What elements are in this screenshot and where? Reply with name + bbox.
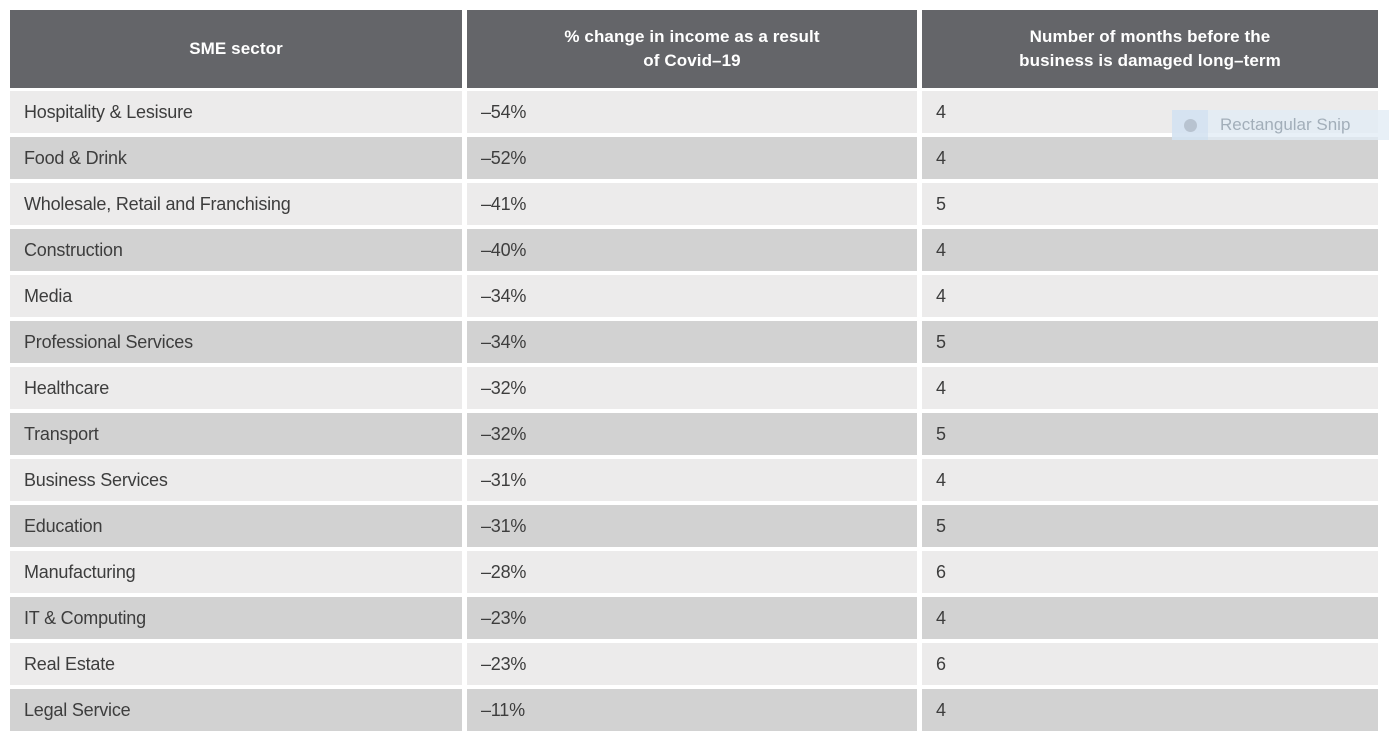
sector-cell: Business Services [10,459,462,501]
sector-cell: Construction [10,229,462,271]
sector-cell: Legal Service [10,689,462,731]
sector-cell: Media [10,275,462,317]
income-change-cell: –40% [467,229,917,271]
income-change-cell: –23% [467,597,917,639]
table-row: Manufacturing –28% 6 [10,551,1378,593]
sme-covid-impact-table: SME sector % change in income as a resul… [10,10,1378,735]
months-cell: 5 [922,505,1378,547]
sector-cell: Professional Services [10,321,462,363]
income-change-cell: –31% [467,505,917,547]
income-change-cell: –34% [467,275,917,317]
table-row: Healthcare –32% 4 [10,367,1378,409]
sector-cell: Wholesale, Retail and Franchising [10,183,462,225]
sector-cell: Manufacturing [10,551,462,593]
months-cell: 5 [922,321,1378,363]
table-row: Professional Services –34% 5 [10,321,1378,363]
sector-cell: Healthcare [10,367,462,409]
months-cell: 4 [922,689,1378,731]
months-cell: 4 [922,229,1378,271]
months-cell: 4 [922,367,1378,409]
table-row: Transport –32% 5 [10,413,1378,455]
header-line: of Covid–19 [643,51,741,70]
income-change-cell: –32% [467,413,917,455]
income-change-cell: –28% [467,551,917,593]
snip-tooltip-label: Rectangular Snip [1220,115,1351,134]
income-change-cell: –11% [467,689,917,731]
header-line: business is damaged long–term [1019,51,1281,70]
months-cell: 5 [922,183,1378,225]
header-line: % change in income as a result [564,27,820,46]
sector-cell: Hospitality & Lesisure [10,91,462,133]
sector-cell: Education [10,505,462,547]
table-row: IT & Computing –23% 4 [10,597,1378,639]
months-cell: 4 [922,459,1378,501]
table-header-row: SME sector % change in income as a resul… [10,10,1378,88]
income-change-cell: –52% [467,137,917,179]
months-cell: 4 [922,275,1378,317]
sector-cell: Food & Drink [10,137,462,179]
months-cell: 4 [922,597,1378,639]
months-cell: 6 [922,643,1378,685]
table-row: Business Services –31% 4 [10,459,1378,501]
income-change-cell: –41% [467,183,917,225]
income-change-cell: –23% [467,643,917,685]
circle-icon [1183,118,1197,132]
income-change-cell: –34% [467,321,917,363]
income-change-cell: –54% [467,91,917,133]
table-body: Hospitality & Lesisure –54% 4 Food & Dri… [10,91,1378,731]
table-row: Food & Drink –52% 4 [10,137,1378,179]
column-header-sme-sector: SME sector [10,10,462,88]
table-row: Wholesale, Retail and Franchising –41% 5 [10,183,1378,225]
table-row: Education –31% 5 [10,505,1378,547]
income-change-cell: –31% [467,459,917,501]
header-line: Number of months before the [1029,27,1271,46]
table-row: Real Estate –23% 6 [10,643,1378,685]
sector-cell: Transport [10,413,462,455]
column-header-months-before-damage: Number of months before the business is … [922,10,1378,88]
months-cell: 6 [922,551,1378,593]
sector-cell: IT & Computing [10,597,462,639]
snip-icon-box [1172,110,1208,140]
column-header-income-change: % change in income as a result of Covid–… [467,10,917,88]
income-change-cell: –32% [467,367,917,409]
table-row: Media –34% 4 [10,275,1378,317]
months-cell: 4 [922,137,1378,179]
rectangular-snip-tooltip: Rectangular Snip [1172,110,1389,140]
sector-cell: Real Estate [10,643,462,685]
table-row: Construction –40% 4 [10,229,1378,271]
table-row: Legal Service –11% 4 [10,689,1378,731]
months-cell: 5 [922,413,1378,455]
header-line: SME sector [189,39,283,58]
